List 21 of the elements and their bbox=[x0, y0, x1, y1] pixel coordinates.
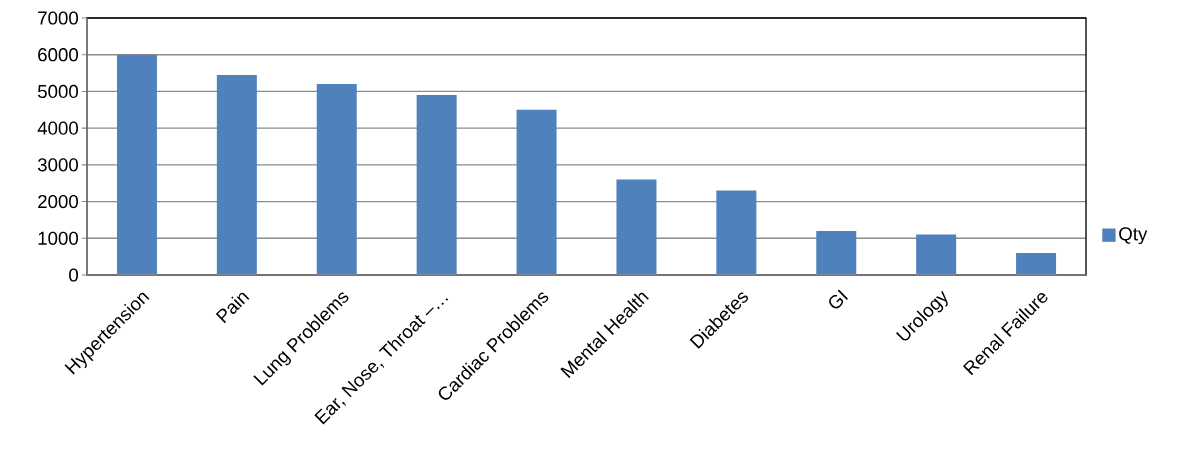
legend-label: Qty bbox=[1119, 227, 1148, 245]
bar bbox=[816, 230, 857, 275]
y-tick-label: 0 bbox=[69, 268, 79, 282]
y-tick-label: 1000 bbox=[38, 231, 79, 245]
x-tick-label: Pain bbox=[215, 292, 250, 324]
bar bbox=[316, 84, 357, 275]
y-tick-label: 4000 bbox=[37, 121, 79, 135]
bar bbox=[416, 95, 457, 275]
y-tick-label: 5000 bbox=[37, 84, 79, 99]
bar bbox=[916, 234, 957, 275]
bar bbox=[116, 54, 157, 275]
bar bbox=[616, 179, 657, 275]
bar bbox=[716, 190, 757, 275]
y-tick-label: 2000 bbox=[38, 194, 79, 209]
y-tick-label: 6000 bbox=[38, 48, 79, 62]
bar bbox=[1016, 252, 1057, 275]
bar bbox=[216, 74, 257, 275]
y-tick-label: 7000 bbox=[38, 11, 79, 25]
y-tick-label: 3000 bbox=[37, 158, 79, 172]
bar bbox=[516, 109, 557, 275]
x-tick-label: GI bbox=[829, 289, 849, 309]
